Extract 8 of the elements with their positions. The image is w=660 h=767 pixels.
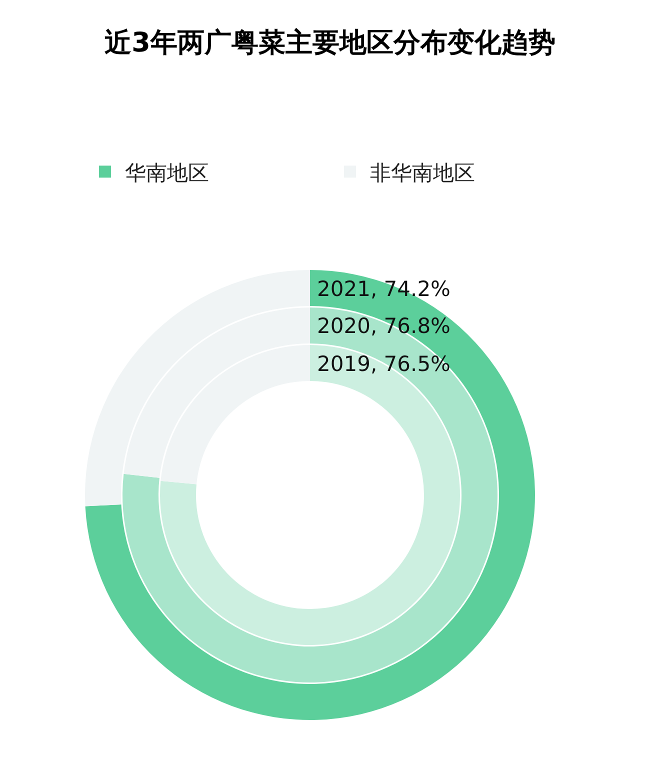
data-label: 2019, 76.5% xyxy=(317,352,451,376)
legend-label: 非华南地区 xyxy=(370,160,475,185)
chart-title: 近3年两广粤菜主要地区分布变化趋势 xyxy=(104,27,556,58)
donut-slice xyxy=(85,270,310,506)
donut-slice xyxy=(122,308,498,682)
donut-slice xyxy=(160,345,460,645)
donut-slice xyxy=(85,270,535,720)
legend-label: 华南地区 xyxy=(125,160,209,185)
